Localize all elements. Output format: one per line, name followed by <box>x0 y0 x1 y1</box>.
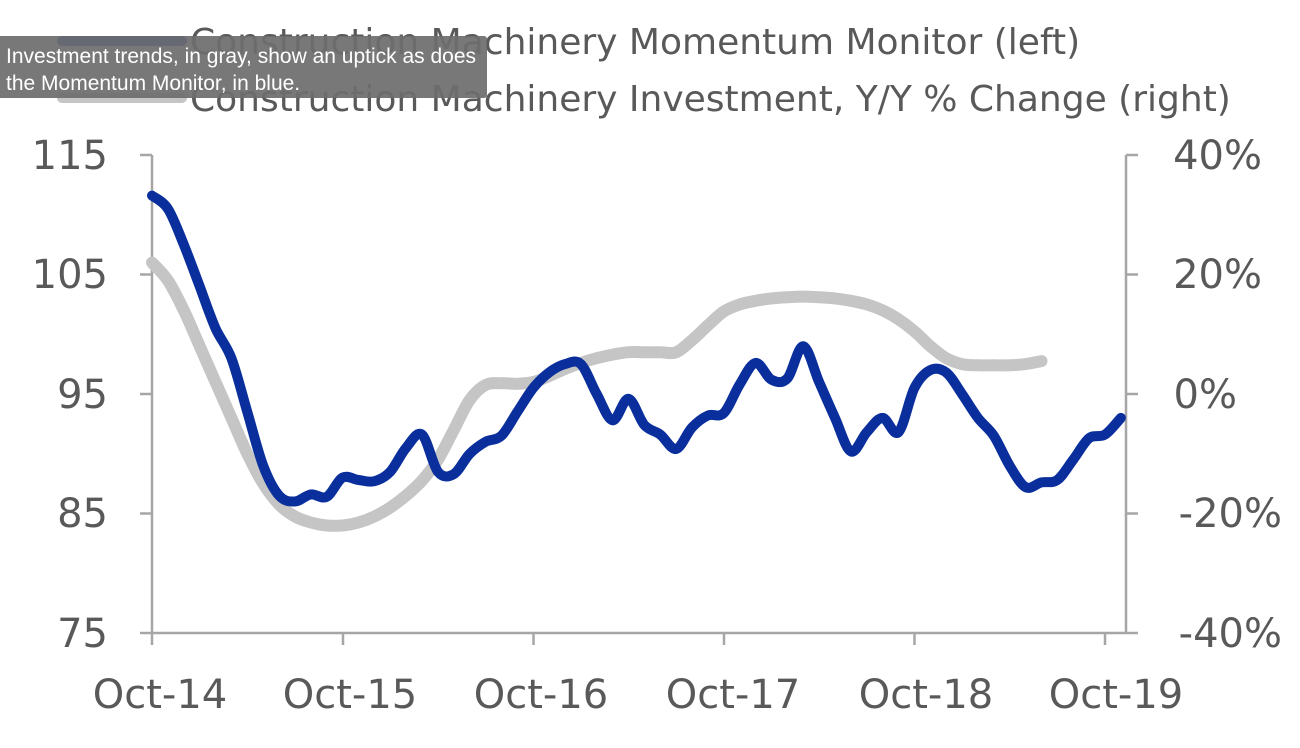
right-y-tick-labels: 40% 20% 0% -20% -40% <box>1173 133 1282 657</box>
series-line-investment <box>146 256 1048 532</box>
axes <box>140 153 1138 645</box>
right-y-tick-label: -40% <box>1179 611 1282 657</box>
right-y-tick-label: 0% <box>1174 372 1237 418</box>
left-y-tick-label: 105 <box>32 252 108 298</box>
left-y-tick-label: 95 <box>57 372 108 418</box>
left-y-tick-label: 115 <box>32 133 108 179</box>
right-y-tick-label: 40% <box>1173 133 1262 179</box>
x-tick-label: Oct-16 <box>474 672 609 718</box>
x-tick-labels: Oct-14 Oct-15 Oct-16 Oct-17 Oct-18 Oct-1… <box>93 672 1184 718</box>
x-tick-label: Oct-14 <box>93 672 228 718</box>
x-tick-label: Oct-18 <box>859 672 994 718</box>
right-y-tick-label: 20% <box>1173 252 1262 298</box>
x-tick-label: Oct-17 <box>666 672 801 718</box>
left-y-tick-label: 75 <box>57 611 108 657</box>
left-y-tick-label: 85 <box>57 491 108 537</box>
left-y-tick-labels: 115 105 95 85 75 <box>32 133 108 657</box>
x-tick-label: Oct-19 <box>1049 672 1184 718</box>
caption-tooltip: Investment trends, in gray, show an upti… <box>0 36 487 98</box>
right-y-tick-label: -20% <box>1179 491 1282 537</box>
series-line-momentum <box>147 190 1126 507</box>
x-tick-label: Oct-15 <box>283 672 418 718</box>
